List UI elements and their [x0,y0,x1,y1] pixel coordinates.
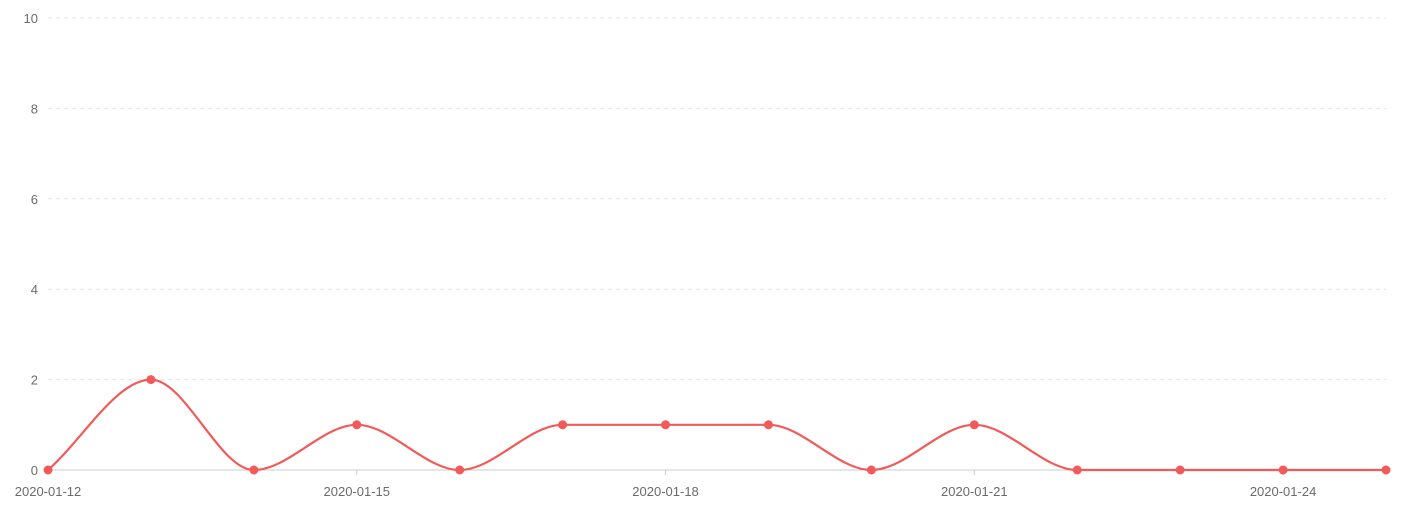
data-point[interactable] [1381,465,1391,475]
y-tick-label: 0 [31,463,38,478]
data-point[interactable] [1278,465,1288,475]
grid-lines [48,17,1386,381]
series-line [46,378,1388,472]
data-point[interactable] [763,420,773,430]
data-point[interactable] [969,420,979,430]
axes: 0 2 4 6 8 10 2020-01-12 2020-01-15 2020-01-18 202… [15,11,1386,499]
data-point[interactable] [1072,465,1082,475]
data-point[interactable] [558,420,568,430]
x-tick-label: 2020-01-21 [941,484,1008,499]
y-tick-label: 2 [31,373,38,388]
data-point[interactable] [43,465,53,475]
y-tick-label: 8 [31,101,38,116]
data-point[interactable] [866,465,876,475]
y-tick-label: 10 [24,11,38,26]
data-point[interactable] [352,420,362,430]
series-layer [46,378,1388,472]
x-tick-label: 2020-01-12 [15,484,82,499]
data-point[interactable] [249,465,259,475]
x-tick-label: 2020-01-24 [1250,484,1317,499]
x-tick-label: 2020-01-18 [632,484,699,499]
data-point[interactable] [661,420,671,430]
data-point[interactable] [1175,465,1185,475]
points-layer [43,375,1391,475]
data-point[interactable] [146,375,156,385]
y-tick-label: 6 [31,192,38,207]
x-tick-label: 2020-01-15 [324,484,391,499]
data-point[interactable] [455,465,465,475]
y-tick-label: 4 [31,282,38,297]
